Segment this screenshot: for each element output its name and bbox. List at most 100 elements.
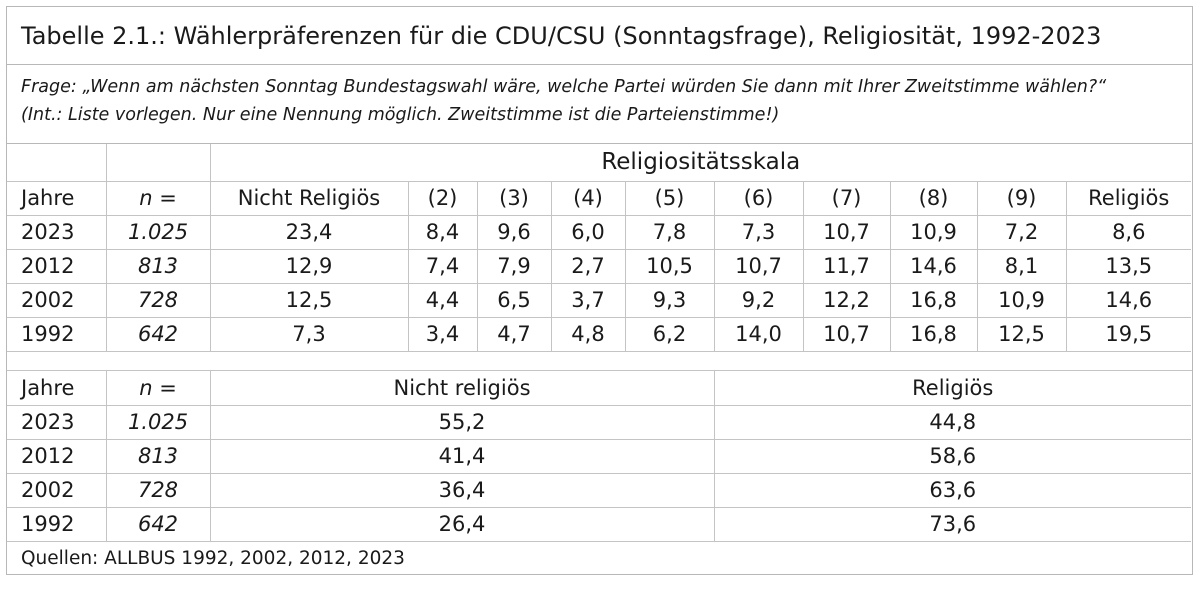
value-cell: 6,5 [477,283,552,318]
value-cell: 12,5 [210,283,409,318]
value-cell: 9,2 [714,283,804,318]
value-cell: 7,4 [408,249,478,284]
scale-header-row: Religiositätsskala [7,144,1192,182]
column-header-row: Jahre n = Nicht Religiös (2) (3) (4) (5)… [7,181,1192,216]
value-cell: 16,8 [890,283,978,318]
value-cell: 12,2 [803,283,891,318]
value-cell: 14,0 [714,317,804,352]
value-cell: 9,3 [625,283,715,318]
table-title: Tabelle 2.1.: Wählerpräferenzen für die … [7,7,1192,65]
value-cell: 10,5 [625,249,715,284]
value-cell: 7,9 [477,249,552,284]
year-cell: 1992 [7,317,107,352]
value-cell: 8,1 [977,249,1067,284]
value-cell: 16,8 [890,317,978,352]
header-cell: (5) [625,181,715,216]
header-cell: Religiös [714,371,1191,406]
table-row: 2002 728 12,5 4,4 6,5 3,7 9,3 9,2 12,2 1… [7,283,1192,318]
table-frame: Tabelle 2.1.: Wählerpräferenzen für die … [6,6,1193,575]
empty-cell [106,144,211,182]
empty-cell [7,144,107,182]
header-cell: (6) [714,181,804,216]
value-cell: 6,2 [625,317,715,352]
header-cell: (3) [477,181,552,216]
header-cell: Religiös [1066,181,1192,216]
n-cell: 1.025 [106,215,211,250]
value-cell: 55,2 [210,405,715,440]
value-cell: 10,7 [803,317,891,352]
value-cell: 10,9 [977,283,1067,318]
n-cell: 813 [106,439,211,474]
value-cell: 23,4 [210,215,409,250]
value-cell: 3,4 [408,317,478,352]
year-cell: 2023 [7,405,107,440]
value-cell: 10,9 [890,215,978,250]
header-cell: Jahre [7,371,107,406]
n-cell: 728 [106,473,211,508]
value-cell: 58,6 [714,439,1191,474]
value-cell: 4,8 [551,317,626,352]
header-cell: Jahre [7,181,107,216]
value-cell: 14,6 [1066,283,1192,318]
table-row: 2023 1.025 55,2 44,8 [7,405,1191,440]
year-cell: 2023 [7,215,107,250]
religiosity-scale-table: Religiositätsskala Jahre n = Nicht Relig… [7,144,1192,352]
table-row: 2002 728 36,4 63,6 [7,473,1191,508]
value-cell: 11,7 [803,249,891,284]
n-cell: 642 [106,507,211,542]
n-cell: 1.025 [106,405,211,440]
value-cell: 4,7 [477,317,552,352]
survey-question: Frage: „Wenn am nächsten Sonntag Bundest… [7,65,1192,144]
value-cell: 7,8 [625,215,715,250]
header-cell: (9) [977,181,1067,216]
table-row: 1992 642 7,3 3,4 4,7 4,8 6,2 14,0 10,7 1… [7,317,1192,352]
value-cell: 4,4 [408,283,478,318]
year-cell: 2012 [7,249,107,284]
n-cell: 642 [106,317,211,352]
value-cell: 7,2 [977,215,1067,250]
header-cell: (8) [890,181,978,216]
value-cell: 13,5 [1066,249,1192,284]
header-cell: n = [106,181,211,216]
value-cell: 63,6 [714,473,1191,508]
binary-religiosity-table: Jahre n = Nicht religiös Religiös 2023 1… [7,371,1191,542]
table-row: 2012 813 41,4 58,6 [7,439,1191,474]
n-cell: 813 [106,249,211,284]
value-cell: 3,7 [551,283,626,318]
value-cell: 10,7 [803,215,891,250]
year-cell: 2002 [7,283,107,318]
column-header-row: Jahre n = Nicht religiös Religiös [7,371,1191,406]
n-cell: 728 [106,283,211,318]
year-cell: 2002 [7,473,107,508]
value-cell: 36,4 [210,473,715,508]
value-cell: 14,6 [890,249,978,284]
sources-note: Quellen: ALLBUS 1992, 2002, 2012, 2023 [21,548,405,569]
header-cell: Nicht religiös [210,371,715,406]
year-cell: 1992 [7,507,107,542]
scale-label: Religiositätsskala [210,144,1192,182]
year-cell: 2012 [7,439,107,474]
value-cell: 26,4 [210,507,715,542]
header-cell: Nicht Religiös [210,181,409,216]
value-cell: 44,8 [714,405,1191,440]
header-cell: (2) [408,181,478,216]
table-divider [7,351,1192,371]
question-text: Frage: „Wenn am nächsten Sonntag Bundest… [21,77,1107,97]
header-cell: (4) [551,181,626,216]
value-cell: 9,6 [477,215,552,250]
interviewer-note: (Int.: Liste vorlegen. Nur eine Nennung … [21,105,780,125]
value-cell: 73,6 [714,507,1191,542]
value-cell: 12,5 [977,317,1067,352]
table-row: 1992 642 26,4 73,6 [7,507,1191,542]
table-row: 2023 1.025 23,4 8,4 9,6 6,0 7,8 7,3 10,7… [7,215,1192,250]
header-cell: n = [106,371,211,406]
value-cell: 7,3 [210,317,409,352]
value-cell: 12,9 [210,249,409,284]
value-cell: 10,7 [714,249,804,284]
header-cell: (7) [803,181,891,216]
value-cell: 41,4 [210,439,715,474]
value-cell: 8,6 [1066,215,1192,250]
value-cell: 6,0 [551,215,626,250]
value-cell: 2,7 [551,249,626,284]
value-cell: 7,3 [714,215,804,250]
